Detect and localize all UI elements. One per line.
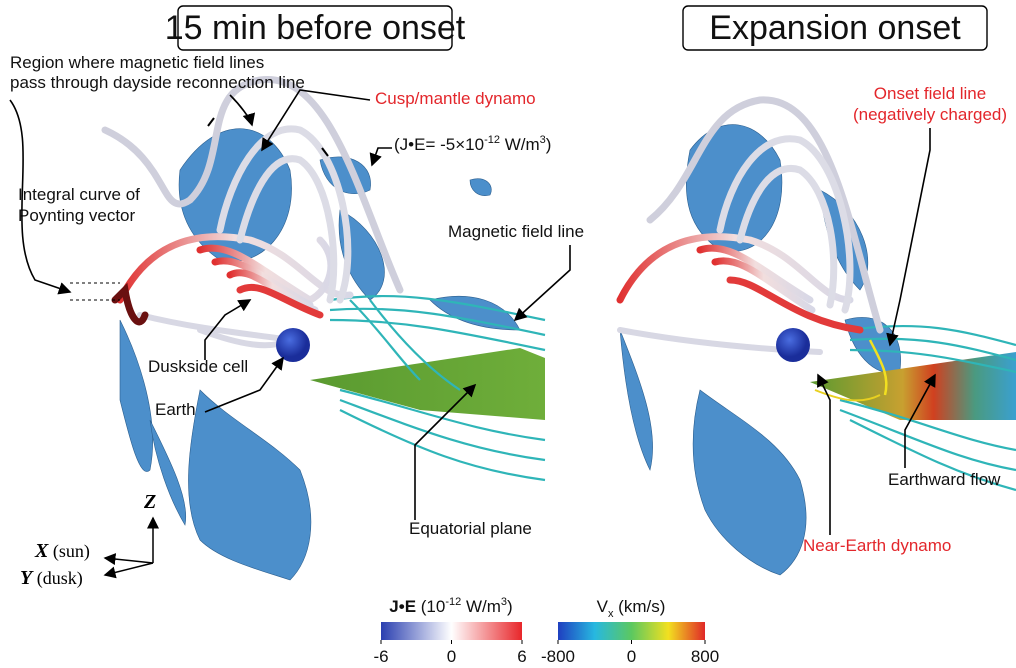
colorbar-title: Vx (km/s): [597, 597, 666, 620]
colorbar-tick-label: -6: [373, 647, 388, 666]
axis-label: X (sun): [34, 540, 90, 562]
figure: 15 min before onset Expansion onset Regi…: [0, 0, 1016, 668]
colorbar-title: J•E (10-12 W/m3): [389, 596, 512, 616]
annotation: Earthward flow: [888, 470, 1001, 489]
colorbar-tick-label: -800: [541, 647, 575, 666]
annotation: Region where magnetic field lines: [10, 53, 264, 72]
colorbar-tick-label: 0: [627, 647, 636, 666]
annotation: Earth: [155, 400, 196, 419]
earth: [276, 328, 310, 362]
annotation: Cusp/mantle dynamo: [375, 89, 536, 108]
axis-label: Z: [143, 491, 156, 513]
earth: [776, 328, 810, 362]
colorbar-tick-label: 800: [691, 647, 719, 666]
annotation: Duskside cell: [148, 357, 248, 376]
annotation: Magnetic field line: [448, 222, 584, 241]
colorbars: -6 0 6 -800 0 800: [373, 622, 719, 666]
axis-label: Y (dusk): [20, 567, 83, 589]
left-visualization: [105, 79, 545, 580]
annotation: Poynting vector: [18, 206, 136, 225]
colorbar: [381, 622, 522, 640]
annotation: (negatively charged): [853, 105, 1007, 124]
annotation: (J•E= -5×10-12 W/m3): [394, 134, 551, 154]
annotation: Equatorial plane: [409, 519, 532, 538]
annotation: Onset field line: [874, 84, 986, 103]
panel-title: Expansion onset: [709, 9, 961, 47]
panel-title: 15 min before onset: [165, 9, 466, 47]
axis-triad: Z X (sun) Y (dusk): [20, 491, 156, 589]
colorbar-tick-label: 6: [517, 647, 526, 666]
annotation: Near-Earth dynamo: [803, 536, 951, 555]
colorbar-tick-label: 0: [447, 647, 456, 666]
annotation: Integral curve of: [18, 185, 140, 204]
colorbar: [558, 622, 705, 640]
annotation: pass through dayside reconnection line: [10, 73, 305, 92]
right-visualization: [620, 100, 1016, 575]
